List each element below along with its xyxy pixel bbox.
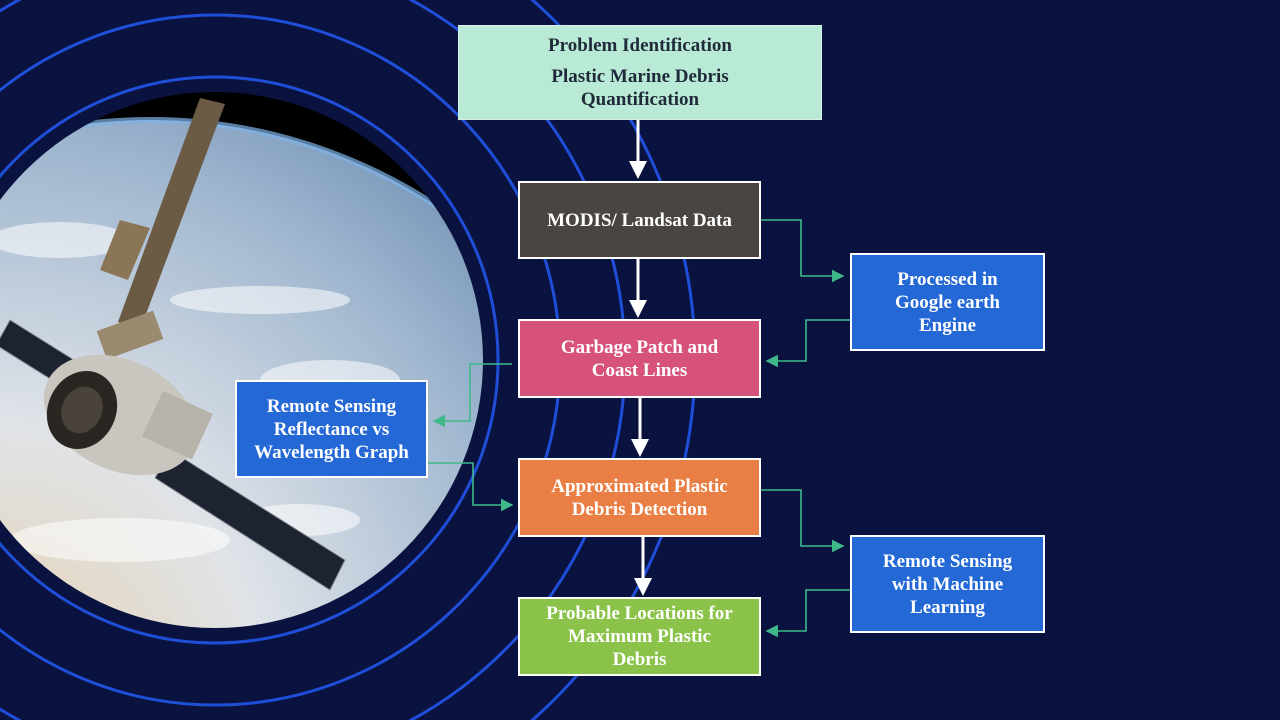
data-line-1: MODIS/ Landsat Data [547, 209, 732, 231]
rsml-line-2: with Machine [891, 573, 1004, 595]
problem-identification-box: Problem Identification Plastic Marine De… [458, 25, 822, 120]
reflectance-graph-box: Remote Sensing Reflectance vs Wavelength… [235, 380, 428, 478]
arrow-garbage-to-rsgraph [432, 363, 512, 428]
approximated-debris-box: Approximated Plastic Debris Detection [518, 458, 761, 537]
problem-line-2: Plastic Marine Debris [551, 66, 729, 87]
probable-line-1: Probable Locations for [546, 603, 733, 624]
probable-line-2: Maximum Plastic [567, 626, 711, 647]
gee-line-3: Engine [918, 314, 977, 336]
machine-learning-box: Remote Sensing with Machine Learning [850, 535, 1045, 633]
arrow-approx-to-rsml [761, 489, 845, 553]
google-earth-engine-box: Processed in Google earth Engine [850, 253, 1045, 351]
garbage-patch-box: Garbage Patch and Coast Lines [518, 319, 761, 398]
arrow-data-to-gee [761, 219, 845, 283]
problem-line-3: Quantification [580, 89, 700, 110]
arrow-gee-to-garbage [765, 319, 852, 368]
arrow-rsml-to-probable [765, 589, 852, 638]
rsgraph-line-2: Reflectance vs [273, 418, 390, 440]
rsgraph-line-1: Remote Sensing [266, 395, 397, 417]
approx-line-2: Debris Detection [571, 498, 708, 520]
probable-locations-box: Probable Locations for Maximum Plastic D… [518, 597, 761, 676]
capsule [43, 354, 213, 476]
arrow-rsgraph-to-approx [428, 462, 514, 512]
probable-line-3: Debris [612, 649, 667, 670]
garbage-line-1: Garbage Patch and [560, 336, 719, 358]
garbage-line-2: Coast Lines [591, 359, 688, 381]
approx-line-1: Approximated Plastic [551, 475, 728, 497]
robotic-arm [96, 98, 225, 360]
gee-line-1: Processed in [897, 268, 998, 290]
rsml-line-3: Learning [910, 596, 985, 618]
rsml-line-1: Remote Sensing [882, 550, 1013, 572]
gee-line-2: Google earth [894, 291, 1000, 313]
problem-title: Problem Identification [548, 35, 732, 56]
ring-1 [0, 75, 500, 645]
rsgraph-line-3: Wavelength Graph [254, 441, 409, 463]
modis-landsat-data-box: MODIS/ Landsat Data [518, 181, 761, 259]
